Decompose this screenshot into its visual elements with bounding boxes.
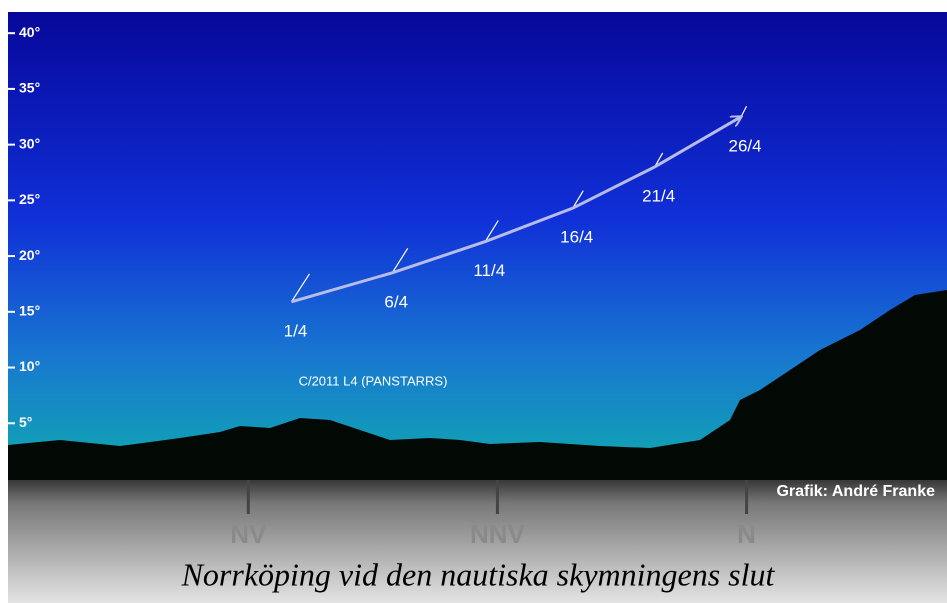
- x-tick-label: NNV: [470, 519, 526, 549]
- y-tick-label: 40°: [19, 24, 40, 40]
- date-label: 1/4: [284, 321, 308, 340]
- date-label: 16/4: [560, 228, 593, 247]
- y-tick-label: 35°: [19, 80, 40, 96]
- credit: Grafik: André Franke: [776, 483, 935, 500]
- date-label: 21/4: [642, 186, 675, 205]
- chart-title: Norrköping vid den nautiska skymningens …: [181, 556, 776, 592]
- y-tick-label: 15°: [19, 303, 40, 319]
- y-tick-label: 25°: [19, 191, 40, 207]
- series-label: C/2011 L4 (PANSTARRS): [299, 373, 448, 388]
- y-tick-label: 20°: [19, 247, 40, 263]
- x-tick-label: N: [737, 519, 756, 549]
- y-tick-label: 10°: [19, 358, 40, 374]
- date-label: 11/4: [473, 261, 505, 280]
- y-tick-label: 30°: [19, 135, 40, 151]
- date-label: 6/4: [384, 292, 408, 311]
- y-tick-label: 5°: [19, 414, 32, 430]
- page: {"chart_data":{"type":"line", "title":"N…: [0, 0, 947, 603]
- chart: C/2011 L4 (PANSTARRS) Grafik: André Fran…: [0, 0, 947, 603]
- x-tick-label: NV: [230, 519, 267, 549]
- date-label: 26/4: [728, 136, 761, 155]
